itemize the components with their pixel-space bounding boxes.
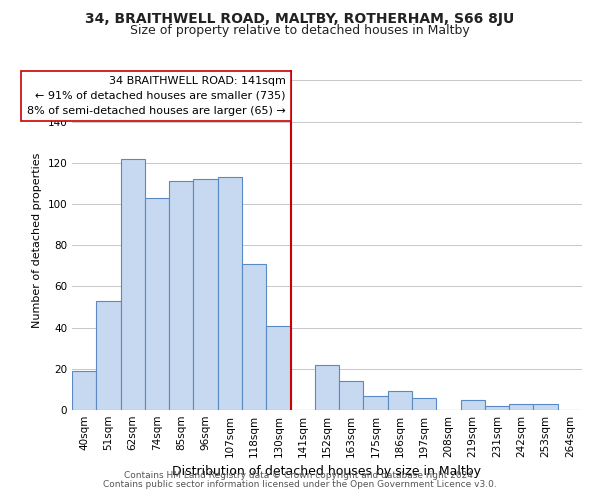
Y-axis label: Number of detached properties: Number of detached properties bbox=[32, 152, 42, 328]
Text: 34 BRAITHWELL ROAD: 141sqm
← 91% of detached houses are smaller (735)
8% of semi: 34 BRAITHWELL ROAD: 141sqm ← 91% of deta… bbox=[27, 76, 286, 116]
Bar bbox=[461, 400, 485, 410]
Bar bbox=[72, 371, 96, 410]
Bar bbox=[533, 404, 558, 410]
Bar bbox=[266, 326, 290, 410]
Bar bbox=[364, 396, 388, 410]
Text: Contains HM Land Registry data © Crown copyright and database right 2024.: Contains HM Land Registry data © Crown c… bbox=[124, 471, 476, 480]
Bar bbox=[388, 392, 412, 410]
Bar bbox=[412, 398, 436, 410]
Bar bbox=[96, 301, 121, 410]
Bar bbox=[485, 406, 509, 410]
Bar bbox=[145, 198, 169, 410]
Bar bbox=[315, 364, 339, 410]
Bar bbox=[218, 177, 242, 410]
Text: 34, BRAITHWELL ROAD, MALTBY, ROTHERHAM, S66 8JU: 34, BRAITHWELL ROAD, MALTBY, ROTHERHAM, … bbox=[85, 12, 515, 26]
Bar bbox=[169, 182, 193, 410]
Text: Contains public sector information licensed under the Open Government Licence v3: Contains public sector information licen… bbox=[103, 480, 497, 489]
Text: Size of property relative to detached houses in Maltby: Size of property relative to detached ho… bbox=[130, 24, 470, 37]
Bar bbox=[193, 179, 218, 410]
Bar bbox=[242, 264, 266, 410]
Bar bbox=[509, 404, 533, 410]
Bar bbox=[121, 158, 145, 410]
X-axis label: Distribution of detached houses by size in Maltby: Distribution of detached houses by size … bbox=[173, 466, 482, 478]
Bar bbox=[339, 381, 364, 410]
